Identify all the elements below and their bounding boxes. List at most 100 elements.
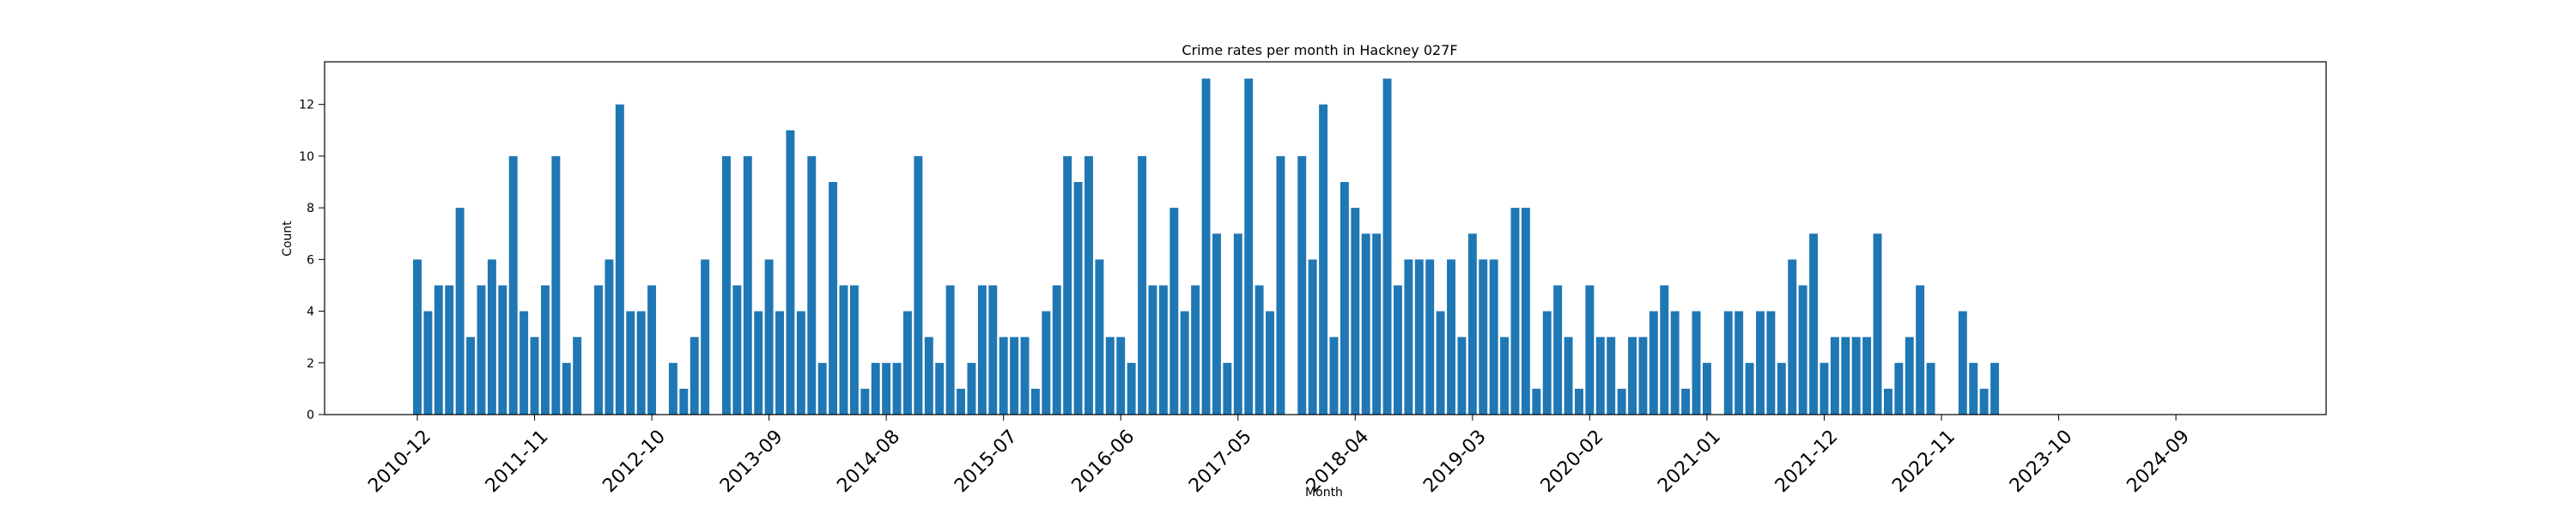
bar: [1223, 362, 1232, 415]
bar: [636, 311, 646, 415]
bar: [1148, 285, 1157, 415]
x-tick-label: 2014-08: [833, 426, 904, 497]
bar: [1660, 285, 1669, 415]
y-tick-label: 12: [299, 99, 314, 112]
bar: [817, 362, 827, 415]
bar: [605, 259, 614, 415]
bar: [732, 285, 742, 415]
bar: [775, 311, 784, 415]
x-tick-label: 2011-11: [482, 426, 553, 497]
bar: [849, 285, 859, 415]
bar: [508, 155, 518, 415]
bar: [1436, 311, 1445, 415]
bar: [1500, 336, 1510, 415]
bar: [1521, 208, 1530, 415]
bar: [445, 285, 454, 415]
bar: [977, 285, 987, 415]
bars-group: [413, 78, 2000, 415]
bar: [626, 311, 635, 415]
bar: [1212, 233, 1221, 415]
chart-title: Crime rates per month in Hackney 027F: [1182, 42, 1457, 58]
bar: [1052, 285, 1061, 415]
bar: [434, 285, 443, 415]
bar: [551, 155, 561, 415]
bar: [914, 155, 923, 415]
bar: [690, 336, 699, 415]
bar: [1649, 311, 1658, 415]
bar: [1479, 259, 1488, 415]
bar: [903, 311, 912, 415]
x-tick-label: 2022-11: [1888, 426, 1959, 497]
bar: [1457, 336, 1467, 415]
bar: [1510, 208, 1520, 415]
bar: [829, 182, 838, 415]
bar: [1414, 259, 1424, 415]
x-tick-label: 2016-06: [1068, 426, 1139, 497]
bar: [540, 285, 550, 415]
bar: [1532, 388, 1541, 415]
bar: [754, 311, 763, 415]
bar: [1030, 388, 1040, 415]
bar: [1873, 233, 1882, 415]
bar: [1042, 311, 1051, 415]
bar: [1926, 362, 1935, 415]
bar: [530, 336, 539, 415]
bar: [1297, 155, 1307, 415]
bar: [1990, 362, 2000, 415]
bar: [562, 362, 571, 415]
bar: [1628, 336, 1637, 415]
bar: [615, 104, 624, 415]
bar: [967, 362, 976, 415]
bar: [1158, 285, 1168, 415]
bar: [594, 285, 603, 415]
bar: [1564, 336, 1573, 415]
x-tick-label: 2023-10: [2006, 426, 2077, 497]
bar: [1553, 285, 1563, 415]
bar: [860, 388, 870, 415]
bar: [1862, 336, 1872, 415]
bar: [1542, 311, 1552, 415]
bar: [1266, 311, 1274, 415]
bar: [743, 155, 752, 415]
bar: [1894, 362, 1904, 415]
bar: [1692, 311, 1701, 415]
bar: [796, 311, 805, 415]
bar: [786, 130, 795, 415]
bar: [764, 259, 774, 415]
bar: [1883, 388, 1893, 415]
bar: [498, 285, 507, 415]
bar: [1382, 78, 1392, 415]
bar: [1969, 362, 1978, 415]
bar: [1255, 285, 1264, 415]
y-tick-label: 6: [307, 253, 314, 267]
bar: [1138, 155, 1147, 415]
bar: [1393, 285, 1402, 415]
bar: [1105, 336, 1115, 415]
x-axis: 2010-12 2011-11 2012-10 2013-09 2014-08 2015-…: [364, 415, 2194, 497]
bar: [1681, 388, 1691, 415]
bar: [487, 259, 496, 415]
bar: [1607, 336, 1616, 415]
bar: [1276, 155, 1285, 415]
bar: [1467, 233, 1477, 415]
bar: [1201, 78, 1211, 415]
bar: [807, 155, 817, 415]
bar: [1638, 336, 1648, 415]
bar: [1979, 388, 1989, 415]
bar: [1170, 208, 1179, 415]
bar: [1351, 208, 1360, 415]
bar: [1958, 311, 1967, 415]
bar: [1489, 259, 1498, 415]
bar: [573, 336, 582, 415]
bar: [1447, 259, 1455, 415]
y-tick-label: 2: [307, 357, 314, 371]
bar: [1735, 311, 1744, 415]
bar: [1788, 259, 1797, 415]
bar: [988, 285, 998, 415]
y-tick-label: 10: [299, 150, 314, 164]
bar: [1340, 182, 1349, 415]
bar: [1723, 311, 1733, 415]
bar: [892, 362, 902, 415]
bar: [1020, 336, 1030, 415]
y-tick-label: 8: [307, 202, 314, 215]
